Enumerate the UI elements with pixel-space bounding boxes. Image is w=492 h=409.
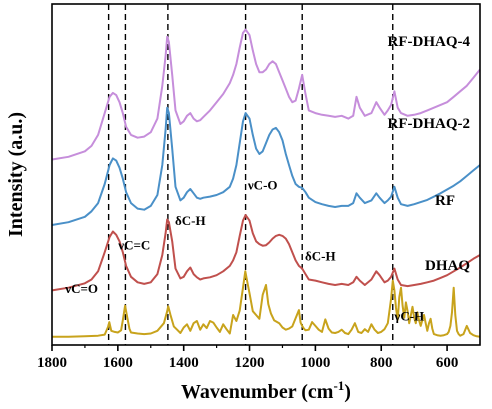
x-tick-label-1800: 1800 [37,355,67,371]
series-line-rf-dhaq-4 [51,28,481,161]
annotation-label-1: νC=C [117,238,150,253]
series-label-rf: RF [435,193,455,209]
x-tick-label-600: 600 [436,355,459,371]
series-label-rf-dhaq-4: RF-DHAQ-4 [388,34,471,50]
series-line-dhaq [52,270,481,338]
peak-annotations: νC=O νC=C δC-H νC-O δC-H γC-H [64,178,424,324]
annotation-label-5: γC-H [393,308,424,323]
x-axis-title: Wavenumber (cm-1) [181,378,351,403]
x-tick-label-800: 800 [370,355,393,371]
annotation-label-3: νC-O [247,178,278,193]
series-line-rf-dhaq-2 [51,106,481,226]
annotation-label-2: δC-H [175,213,206,228]
series-labels: DHAQ RF RF-DHAQ-2 RF-DHAQ-4 [388,34,471,274]
annotation-label-0: νC=O [64,281,98,296]
x-tick-label-1400: 1400 [169,355,199,371]
series-line-rf [51,214,481,292]
y-axis-title: Intensity (a.u.) [5,112,27,237]
x-tick-label-1200: 1200 [235,355,265,371]
x-tick-label-1000: 1000 [300,355,330,371]
plot-frame [51,3,481,346]
annotation-label-4: δC-H [305,248,336,263]
reference-lines [107,4,394,345]
x-axis-ticks: 1800 1600 1400 1200 1000 800 600 [37,345,458,371]
series-label-dhaq: DHAQ [425,258,470,274]
x-tick-label-1600: 1600 [103,355,133,371]
series-label-rf-dhaq-2: RF-DHAQ-2 [388,116,471,132]
series-lines [51,28,481,338]
